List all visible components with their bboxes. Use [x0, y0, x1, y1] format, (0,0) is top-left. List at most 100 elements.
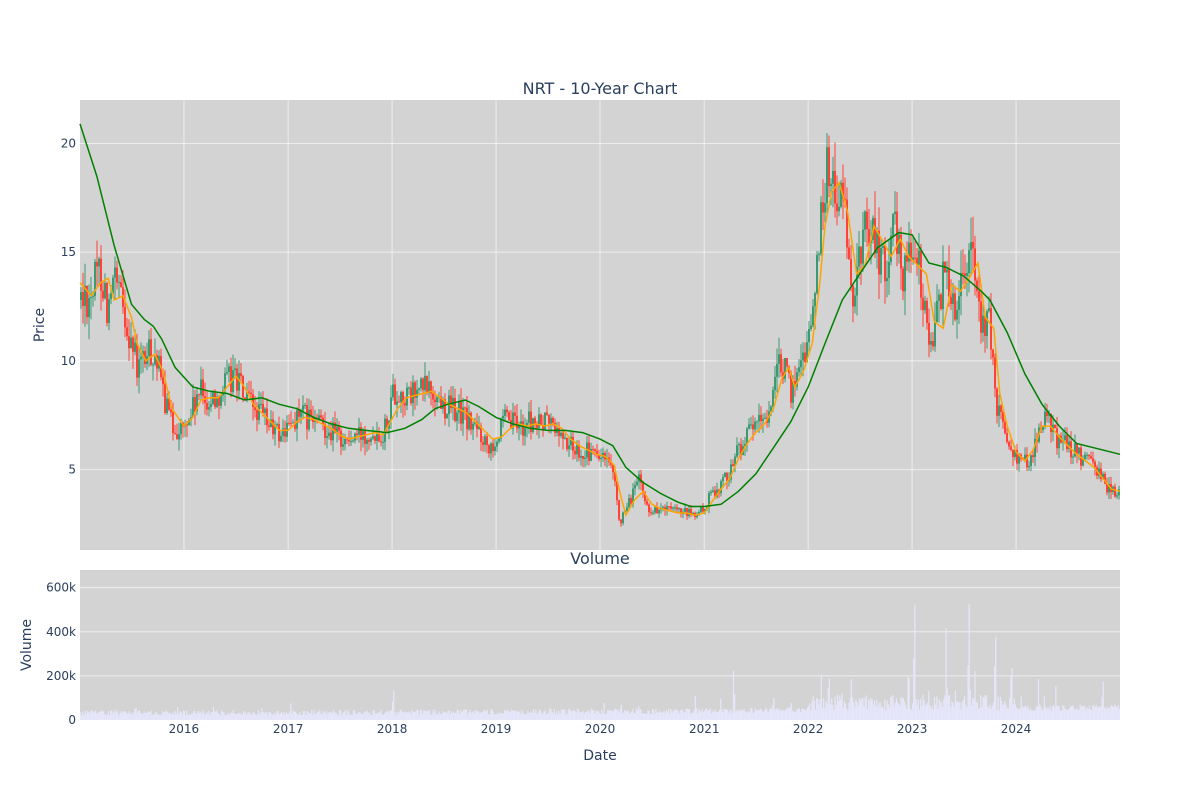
- volume-bar: [1104, 709, 1107, 720]
- volume-bar: [420, 709, 423, 720]
- candle-body: [1042, 426, 1044, 430]
- volume-bar: [554, 714, 557, 720]
- candle-body: [798, 367, 800, 373]
- volume-bar: [658, 710, 661, 720]
- volume-bar: [1055, 686, 1057, 720]
- candle-body: [970, 241, 972, 251]
- volume-bar: [910, 709, 913, 720]
- candle-body: [952, 293, 954, 305]
- candle-body: [168, 398, 170, 410]
- volume-bar: [1109, 707, 1111, 720]
- volume-bar: [929, 705, 931, 720]
- volume-bar: [324, 713, 327, 720]
- candle-body: [1046, 411, 1048, 417]
- volume-bar: [97, 712, 99, 720]
- candle-body: [228, 366, 230, 372]
- volume-bar: [909, 708, 911, 720]
- volume-bar: [484, 710, 486, 720]
- candle-body: [648, 504, 650, 513]
- volume-bar: [965, 704, 967, 720]
- volume-bar: [853, 702, 855, 720]
- candle-body: [686, 507, 688, 516]
- candle-body: [632, 488, 634, 504]
- volume-bar: [238, 712, 240, 720]
- candle-body: [724, 472, 726, 478]
- volume-bar: [135, 708, 137, 720]
- volume-bar: [594, 713, 596, 720]
- volume-bar: [208, 710, 210, 720]
- volume-bar: [619, 708, 621, 720]
- candle-body: [188, 419, 190, 425]
- volume-bar: [775, 708, 777, 720]
- candle-body: [862, 229, 864, 264]
- volume-bar: [1047, 707, 1049, 720]
- volume-bar: [520, 714, 522, 720]
- volume-bar: [924, 705, 926, 720]
- volume-bar: [183, 711, 186, 720]
- volume-bars: [79, 604, 1121, 720]
- volume-bar: [327, 714, 329, 720]
- candle-body: [726, 472, 728, 482]
- volume-bar: [728, 712, 730, 720]
- volume-bar: [1028, 709, 1030, 720]
- candle-body: [112, 277, 114, 294]
- candle-body: [642, 482, 644, 493]
- volume-bar: [858, 698, 861, 720]
- volume-bar: [586, 712, 588, 720]
- candle-body: [890, 235, 892, 262]
- candle-body: [594, 449, 596, 452]
- volume-bar: [245, 712, 247, 720]
- volume-bar: [806, 707, 809, 720]
- candle-body: [308, 409, 310, 430]
- volume-bar: [1079, 704, 1081, 720]
- candle-body: [622, 512, 624, 524]
- volume-bar: [1093, 705, 1095, 720]
- volume-bar: [514, 710, 516, 720]
- volume-bar: [781, 709, 783, 720]
- candle-body: [636, 481, 638, 485]
- volume-bar: [1057, 705, 1059, 720]
- volume-bar: [363, 712, 365, 720]
- candle-body: [708, 493, 710, 508]
- volume-bar: [814, 709, 817, 720]
- volume-bar: [668, 708, 670, 720]
- volume-bar: [1005, 705, 1007, 720]
- volume-bar: [513, 710, 515, 720]
- candle-body: [506, 409, 508, 413]
- volume-bar: [316, 710, 319, 720]
- volume-bar: [501, 713, 503, 720]
- volume-bar: [387, 710, 389, 720]
- candle-body: [196, 394, 198, 412]
- volume-bar: [428, 710, 431, 720]
- volume-bar: [304, 710, 306, 720]
- volume-bar: [983, 697, 985, 720]
- volume-bar: [857, 705, 859, 720]
- volume-bar: [225, 714, 227, 720]
- volume-bar: [932, 709, 934, 720]
- volume-bar: [921, 706, 923, 720]
- candle-body: [216, 396, 218, 407]
- volume-bar: [744, 711, 746, 720]
- candle-body: [866, 211, 868, 230]
- candle-body: [568, 445, 570, 450]
- candle-body: [572, 436, 574, 451]
- volume-bar: [329, 712, 331, 720]
- volume-bar: [178, 713, 180, 720]
- candle-body: [894, 211, 896, 215]
- volume-bar: [885, 710, 887, 720]
- volume-bar: [149, 712, 151, 720]
- candle-body: [170, 409, 172, 413]
- candle-body: [294, 422, 296, 429]
- candle-body: [360, 427, 362, 440]
- volume-y-tick-label: 600k: [46, 581, 76, 595]
- volume-bar: [942, 707, 944, 720]
- volume-bar: [379, 712, 381, 720]
- price-y-tick-label: 15: [61, 245, 76, 259]
- volume-bar: [755, 710, 758, 720]
- volume-bar: [918, 709, 921, 720]
- volume-y-axis-title: Volume: [19, 619, 35, 671]
- volume-bar: [866, 709, 869, 720]
- candle-body: [330, 432, 332, 441]
- volume-bar: [847, 710, 849, 720]
- volume-bar: [136, 712, 138, 720]
